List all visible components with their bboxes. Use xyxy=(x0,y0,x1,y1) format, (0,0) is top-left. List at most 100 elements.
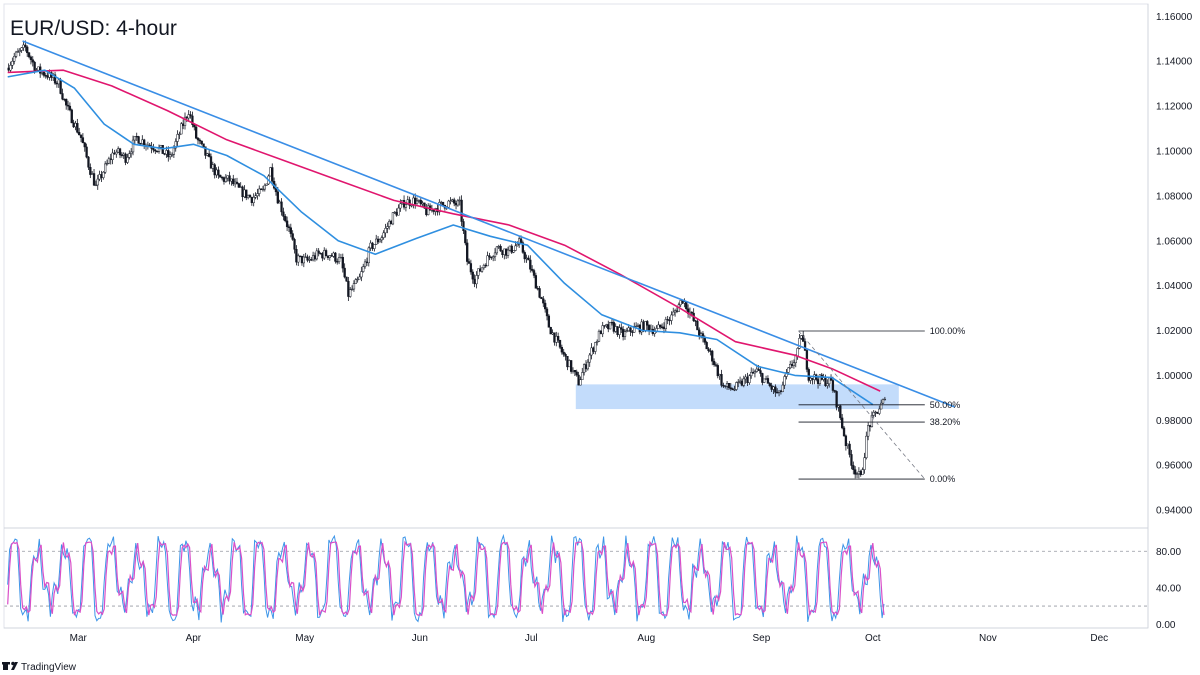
candle-body xyxy=(874,411,877,414)
candle-body xyxy=(616,326,619,335)
candle-body xyxy=(345,276,348,282)
candle-body xyxy=(783,376,786,386)
candle-body xyxy=(764,378,768,380)
candle-body xyxy=(347,280,350,297)
candle-body xyxy=(376,238,380,243)
candle-body xyxy=(204,146,207,156)
candle-body xyxy=(378,239,382,243)
candle-body xyxy=(66,104,70,107)
price-axis-label: 1.06000 xyxy=(1156,236,1193,247)
candle-body xyxy=(85,146,88,158)
candle-body xyxy=(800,335,803,339)
candle-body xyxy=(768,383,771,386)
candle-body xyxy=(666,319,669,321)
candle-body xyxy=(14,51,18,57)
candle-body xyxy=(228,175,231,182)
candle-body xyxy=(740,380,744,386)
candle-body xyxy=(213,164,216,176)
candle-body xyxy=(597,330,601,342)
candle-body xyxy=(824,377,827,387)
candle-body xyxy=(206,153,209,156)
candle-body xyxy=(575,371,578,376)
candle-body xyxy=(92,173,96,186)
candle-body xyxy=(126,157,129,163)
candle-body xyxy=(42,72,46,76)
candle-body xyxy=(802,335,805,342)
candle-body xyxy=(560,347,564,353)
candle-body xyxy=(263,185,266,190)
candle-body xyxy=(27,52,31,58)
candle-body xyxy=(96,178,99,186)
candle-body xyxy=(519,238,523,243)
candle-body xyxy=(757,368,760,371)
candle-body xyxy=(306,256,309,261)
candle-body xyxy=(547,315,551,328)
candle-body xyxy=(831,380,835,391)
candle-body xyxy=(850,454,853,466)
candle-body xyxy=(258,188,261,194)
candle-body xyxy=(503,248,506,255)
candle-body xyxy=(751,372,755,374)
candle-body xyxy=(183,116,187,126)
candle-body xyxy=(753,371,757,374)
candle-body xyxy=(74,123,77,128)
candle-body xyxy=(167,150,170,158)
tradingview-logo-icon xyxy=(2,661,18,670)
candle-body xyxy=(480,267,484,272)
candle-body xyxy=(844,435,848,447)
candle-body xyxy=(854,469,857,475)
candle-body xyxy=(141,139,144,144)
candle-body xyxy=(859,471,862,475)
candle-body xyxy=(341,256,344,269)
candle-body xyxy=(531,269,534,271)
candle-body xyxy=(185,116,189,119)
candle-body xyxy=(492,256,495,259)
candle-body xyxy=(46,75,49,78)
candle-body xyxy=(675,310,679,312)
candle-body xyxy=(755,368,758,372)
downtrend-line[interactable] xyxy=(22,40,955,408)
candle-body xyxy=(308,259,311,261)
candle-body xyxy=(668,319,671,322)
candle-body xyxy=(339,256,343,259)
candle-body xyxy=(659,324,662,328)
candle-body xyxy=(612,322,615,332)
candle-body xyxy=(495,246,499,254)
candle-body xyxy=(711,350,714,362)
price-axis-label: 0.96000 xyxy=(1156,461,1193,472)
candle-body xyxy=(156,150,159,153)
candle-body xyxy=(467,261,471,264)
candle-body xyxy=(53,74,57,84)
candle-body xyxy=(9,65,12,71)
candle-body xyxy=(493,252,497,257)
candle-body xyxy=(657,324,660,329)
candles xyxy=(7,40,887,479)
candle-body xyxy=(699,333,703,337)
candle-body xyxy=(354,279,357,284)
candle-body xyxy=(510,245,513,253)
candle-body xyxy=(569,360,573,372)
candle-body xyxy=(469,263,473,273)
candle-body xyxy=(219,174,222,178)
time-axis-label: Jun xyxy=(412,633,428,644)
price-axis-label: 0.98000 xyxy=(1156,416,1193,427)
candle-body xyxy=(391,212,395,225)
candle-body xyxy=(70,109,73,124)
candle-body xyxy=(104,163,107,173)
candle-body xyxy=(540,297,543,300)
candle-body xyxy=(460,199,463,222)
candle-body xyxy=(673,310,677,313)
fib-trend-line xyxy=(798,330,926,480)
candle-body xyxy=(484,265,487,267)
candle-body xyxy=(555,336,558,343)
candle-body xyxy=(313,255,317,260)
candle-body xyxy=(78,132,81,136)
candle-body xyxy=(81,137,85,144)
candle-body xyxy=(857,471,861,475)
candle-body xyxy=(165,150,168,155)
candle-body xyxy=(319,252,322,255)
candle-body xyxy=(65,98,68,106)
candle-body xyxy=(833,390,836,392)
